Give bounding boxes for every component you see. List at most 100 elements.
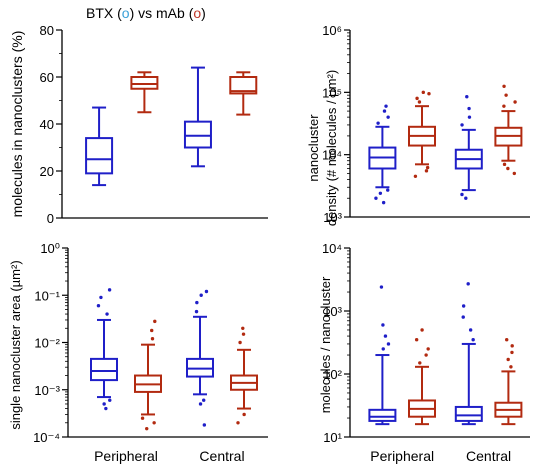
legend-middle: ) vs mAb ( bbox=[130, 5, 194, 21]
y-tick-label: 10⁴ bbox=[322, 241, 342, 256]
outlier-point bbox=[384, 104, 388, 108]
y-tick-label: 10³ bbox=[323, 304, 342, 319]
outlier-point bbox=[502, 104, 506, 108]
box-btx-central bbox=[454, 282, 483, 426]
outlier-point bbox=[418, 361, 422, 365]
outlier-point bbox=[460, 123, 464, 127]
x-category-label: Peripheral bbox=[370, 448, 434, 464]
outlier-point bbox=[374, 196, 378, 200]
outlier-point bbox=[510, 344, 514, 348]
outlier-point bbox=[424, 169, 429, 173]
outlier-point bbox=[386, 188, 390, 192]
outlier-point bbox=[502, 84, 506, 88]
outlier-point bbox=[195, 300, 199, 305]
outlier-point bbox=[420, 328, 424, 332]
ylabel-top-left: molecules in nanoclusters (%) bbox=[9, 31, 25, 218]
outlier-point bbox=[471, 338, 475, 342]
legend-btx-marker: o bbox=[122, 5, 130, 21]
outlier-point bbox=[204, 289, 209, 294]
legend-suffix: ) bbox=[201, 5, 206, 21]
box-mab-central bbox=[494, 84, 523, 176]
box-iqr bbox=[90, 357, 118, 382]
outlier-point bbox=[467, 106, 471, 111]
ylabel-top-right-line2: density (# molecules / µm²) bbox=[324, 70, 339, 226]
outlier-point bbox=[242, 412, 246, 417]
y-tick-label: 10⁴ bbox=[322, 148, 342, 163]
chart-panel-top-right: 10³ 10⁴ 10⁵ 10⁶ bbox=[322, 23, 530, 225]
outlier-point bbox=[505, 338, 509, 342]
chart-panel-top-left: 0 20 40 60 80 bbox=[40, 23, 268, 226]
box-btx-peripheral bbox=[368, 285, 397, 426]
outlier-point bbox=[105, 312, 109, 316]
chart-panel-bottom-left: 10⁻⁴ 10⁻³ 10⁻² 10⁻¹ 10⁰ Peripheral Central bbox=[33, 241, 268, 464]
box-mab-peripheral bbox=[134, 319, 162, 431]
box-mab-peripheral bbox=[130, 71, 159, 114]
y-tick-label: 10⁻¹ bbox=[34, 288, 60, 303]
box-iqr bbox=[183, 120, 212, 149]
outlier-point bbox=[415, 96, 419, 101]
box-mab-central bbox=[229, 71, 258, 116]
outlier-point bbox=[465, 95, 469, 99]
box-btx-peripheral bbox=[85, 106, 114, 187]
outlier-point bbox=[104, 406, 108, 411]
outlier-point bbox=[414, 338, 419, 342]
box-mab-peripheral bbox=[408, 328, 436, 426]
outlier-point bbox=[202, 423, 207, 427]
outlier-point bbox=[460, 192, 464, 197]
outlier-point bbox=[466, 282, 470, 286]
box-mab-central bbox=[230, 326, 258, 425]
outlier-point bbox=[152, 421, 156, 425]
box-iqr bbox=[85, 137, 114, 175]
outlier-point bbox=[381, 200, 386, 205]
outlier-point bbox=[150, 328, 154, 333]
box-btx-central bbox=[183, 66, 212, 168]
ylabel-bottom-right: molecules / nanocluster bbox=[318, 276, 333, 413]
outlier-point bbox=[513, 100, 517, 104]
box-btx-peripheral bbox=[90, 288, 118, 411]
x-category-label: Central bbox=[199, 448, 244, 464]
outlier-point bbox=[381, 347, 385, 351]
outlier-point bbox=[108, 398, 112, 402]
outlier-point bbox=[236, 421, 240, 425]
outlier-point bbox=[426, 347, 430, 351]
ylabel-bottom-left: single nanocluster area (µm²) bbox=[8, 260, 23, 429]
y-tick-label: 10¹ bbox=[323, 430, 342, 445]
outlier-point bbox=[417, 100, 422, 104]
outlier-point bbox=[150, 337, 155, 341]
outlier-point bbox=[510, 350, 514, 355]
box-mab-central bbox=[494, 338, 523, 426]
ylabel-top-right-line1: nanocluster bbox=[306, 114, 321, 182]
outlier-point bbox=[461, 315, 465, 319]
outlier-point bbox=[376, 121, 380, 125]
outlier-point bbox=[464, 196, 468, 200]
box-iqr bbox=[130, 76, 159, 90]
outlier-point bbox=[506, 166, 510, 171]
y-tick-label: 40 bbox=[40, 117, 54, 132]
outlier-point bbox=[198, 402, 203, 406]
outlier-point bbox=[421, 90, 425, 95]
outlier-point bbox=[383, 334, 388, 338]
y-tick-label: 10³ bbox=[323, 210, 342, 225]
outlier-point bbox=[199, 293, 203, 297]
outlier-point bbox=[506, 357, 510, 362]
x-category-label: Peripheral bbox=[94, 448, 158, 464]
y-tick-label: 10² bbox=[323, 367, 342, 382]
outlier-point bbox=[424, 353, 428, 357]
outlier-point bbox=[379, 285, 384, 289]
outlier-point bbox=[386, 342, 391, 346]
box-iqr bbox=[454, 405, 483, 422]
outlier-point bbox=[386, 115, 390, 119]
outlier-point bbox=[241, 332, 246, 336]
y-tick-label: 10⁶ bbox=[322, 23, 342, 38]
outlier-point bbox=[153, 319, 157, 324]
outlier-point bbox=[509, 365, 513, 369]
legend-mab-marker: o bbox=[193, 5, 201, 21]
outlier-point bbox=[378, 191, 383, 196]
outlier-point bbox=[467, 115, 472, 119]
y-tick-label: 20 bbox=[40, 164, 54, 179]
box-iqr bbox=[229, 76, 258, 95]
outlier-point bbox=[238, 340, 242, 345]
y-tick-label: 0 bbox=[47, 211, 54, 226]
outlier-point bbox=[427, 92, 431, 96]
